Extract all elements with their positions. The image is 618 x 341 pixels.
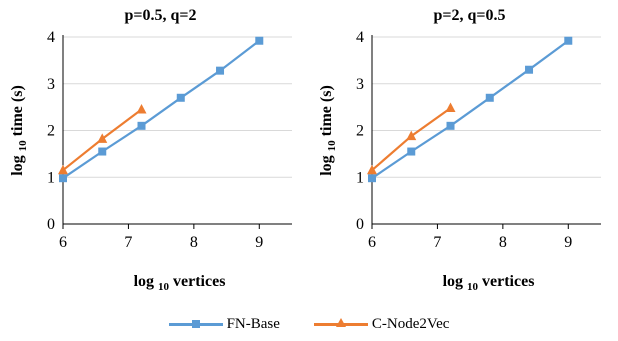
series-line-fn-base	[62, 39, 260, 180]
x-tick-label: 6	[368, 234, 376, 251]
data-point-fn-base	[564, 36, 573, 45]
chart-legend: FN-Base C-Node2Vec	[0, 312, 618, 336]
data-point-fn-base	[137, 121, 146, 130]
y-tick-label: 1	[356, 169, 364, 186]
chart-svg: p=0.5, q=2 0 1 2 3 4 6 7 8 9 log 10 vertices log 10…	[9, 7, 292, 293]
chart-title: p=0.5, q=2	[124, 7, 196, 24]
data-point-c-node2vec	[445, 102, 456, 113]
y-tick-label: 1	[47, 169, 55, 186]
y-tick-label: 0	[47, 216, 55, 233]
legend-square-marker-icon	[168, 318, 223, 330]
y-tick-label: 0	[356, 216, 364, 233]
data-point-fn-base	[407, 147, 416, 156]
data-point-c-node2vec	[367, 164, 377, 175]
y-axis-label: log 10 time (s)	[9, 85, 29, 176]
data-point-fn-base	[525, 65, 534, 74]
y-axis-label: log 10 time (s)	[318, 85, 338, 176]
x-tick-label: 8	[499, 234, 507, 251]
y-tick-label: 4	[356, 29, 364, 46]
data-point-fn-base	[368, 174, 376, 183]
chart-panel-right: p=2, q=0.5 0 1 2 3 4 6 7 8 9 log 10 vertices log 10…	[309, 0, 618, 300]
data-point-c-node2vec	[406, 130, 417, 141]
legend-item-c-node2vec: C-Node2Vec	[313, 315, 450, 333]
data-point-fn-base	[255, 36, 264, 45]
y-tick-label: 4	[47, 29, 55, 46]
data-point-fn-base	[485, 93, 494, 102]
chart-title: p=2, q=0.5	[433, 7, 505, 24]
data-point-fn-base	[176, 93, 185, 102]
data-point-c-node2vec	[58, 164, 68, 175]
data-point-fn-base	[216, 66, 225, 75]
x-tick-label: 9	[255, 234, 263, 251]
legend-triangle-marker-icon	[313, 318, 368, 330]
data-point-fn-base	[59, 174, 67, 183]
x-axis-label: log 10 vertices	[443, 273, 535, 293]
x-tick-label: 8	[190, 234, 198, 251]
legend-label-fn-base: FN-Base	[226, 315, 280, 332]
legend-label-c-node2vec: C-Node2Vec	[371, 315, 450, 332]
legend-item-fn-base: FN-Base	[168, 315, 280, 333]
chart-panel-left: p=0.5, q=2 0 1 2 3 4 6 7 8 9 log 10 vertices log 10…	[0, 0, 309, 300]
data-point-fn-base	[98, 147, 107, 156]
data-point-fn-base	[446, 121, 455, 130]
y-tick-label: 3	[47, 76, 55, 93]
x-tick-label: 6	[59, 234, 67, 251]
x-tick-label: 7	[433, 234, 441, 251]
y-tick-label: 2	[356, 123, 364, 140]
x-tick-label: 7	[124, 234, 132, 251]
x-axis-label: log 10 vertices	[134, 273, 226, 293]
data-point-c-node2vec	[136, 103, 147, 114]
y-tick-label: 3	[356, 76, 364, 93]
data-point-c-node2vec	[97, 133, 108, 143]
series-line-fn-base	[371, 39, 569, 180]
x-tick-label: 9	[564, 234, 572, 251]
chart-svg: p=2, q=0.5 0 1 2 3 4 6 7 8 9 log 10 vertices log 10…	[318, 7, 601, 293]
y-tick-label: 2	[47, 123, 55, 140]
